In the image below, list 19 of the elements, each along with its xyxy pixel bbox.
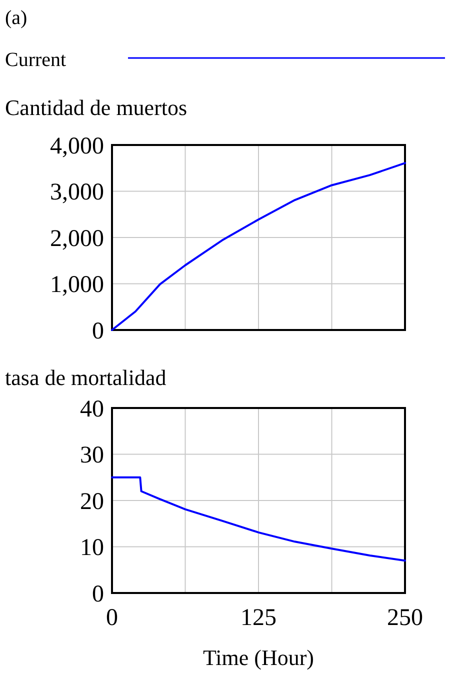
y-tick-label: 40 bbox=[80, 396, 104, 422]
y-axis-title: tasa de mortalidad bbox=[5, 365, 166, 390]
y-tick-label: 4,000 bbox=[50, 133, 104, 160]
y-tick-label: 1,000 bbox=[50, 272, 104, 298]
y-tick-label: 0 bbox=[92, 318, 104, 344]
chart-title: (a) bbox=[5, 7, 28, 29]
y-tick-label: 3,000 bbox=[50, 180, 104, 206]
line-series bbox=[111, 476, 406, 562]
x-tick-label: 250 bbox=[387, 605, 423, 631]
y-tick-label: 20 bbox=[80, 488, 104, 515]
y-tick-label: 0 bbox=[92, 581, 104, 608]
y-axis-title: Cantidad de muertos bbox=[5, 95, 188, 120]
line-series bbox=[111, 162, 406, 331]
text: Current bbox=[5, 49, 67, 71]
y-tick-label: 30 bbox=[80, 442, 104, 469]
x-tick-label: 125 bbox=[240, 605, 276, 631]
x-axis-title: Time (Hour) bbox=[202, 645, 314, 670]
y-tick-label: 2,000 bbox=[50, 226, 104, 252]
y-tick-label: 10 bbox=[80, 535, 104, 562]
